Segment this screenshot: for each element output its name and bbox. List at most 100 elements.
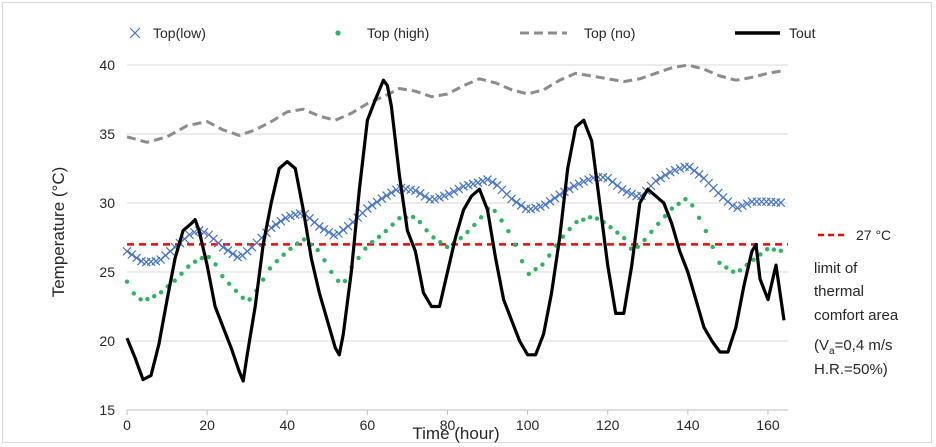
series-top-no: [126, 63, 785, 144]
series-tout: [125, 78, 786, 383]
x-marker: [694, 170, 704, 179]
dot-marker: [533, 267, 538, 272]
legend-symbol: [129, 27, 141, 39]
x-marker: [189, 227, 199, 237]
x-marker: [228, 249, 238, 259]
x-marker: [555, 190, 565, 200]
dot-marker: [247, 297, 252, 302]
dot-marker: [342, 278, 348, 284]
x-marker: [420, 191, 430, 201]
dot-marker: [587, 215, 593, 220]
dot-marker: [560, 234, 566, 239]
dot-marker: [179, 271, 184, 276]
dot-marker: [138, 297, 143, 302]
x-tick-label: 120: [596, 417, 620, 433]
x-marker: [185, 230, 194, 240]
dot-marker: [397, 215, 402, 221]
series-line: [126, 63, 785, 144]
gridlines: [127, 64, 788, 411]
dot-marker: [356, 255, 361, 261]
dot-marker: [730, 269, 736, 274]
dot-marker: [621, 235, 627, 241]
dot-marker: [703, 228, 709, 234]
dot-marker: [438, 239, 443, 245]
dot-marker: [417, 219, 423, 225]
dot-marker: [581, 217, 586, 222]
dot-marker: [683, 196, 688, 202]
x-marker: [391, 185, 401, 195]
x-marker: [478, 176, 488, 186]
dot-marker: [390, 222, 395, 227]
reference-annotation: 27 °C limit of thermal comfort area (Va=…: [814, 227, 899, 378]
x-marker: [545, 196, 555, 206]
dot-marker: [696, 215, 702, 220]
x-tick-label: 160: [756, 417, 780, 433]
x-marker: [266, 223, 276, 233]
comfort-caption-va: (V: [814, 337, 829, 354]
x-tick-label: 40: [279, 417, 295, 433]
legend-item: Top (high): [335, 25, 429, 41]
x-marker: [334, 229, 343, 239]
legend-label: Top (no): [584, 25, 635, 41]
x-marker: [430, 194, 440, 204]
x-marker: [233, 252, 242, 262]
legend-label: Top (high): [367, 25, 429, 41]
x-marker: [329, 230, 339, 240]
comfort-caption-line-5: H.R.=50%): [814, 361, 888, 378]
dot-marker: [295, 241, 300, 246]
dot-marker: [363, 246, 368, 251]
x-marker: [372, 197, 382, 207]
dot-marker: [649, 229, 654, 234]
x-marker: [776, 198, 786, 208]
y-tick-label: 15: [99, 402, 115, 418]
x-axis-title: Time (hour): [412, 424, 499, 443]
dot-marker: [172, 278, 177, 283]
x-tick-label: 0: [123, 417, 131, 433]
dot-marker: [158, 290, 164, 295]
x-marker: [612, 181, 622, 191]
dot-marker: [628, 246, 634, 251]
dot-marker: [383, 228, 388, 234]
legend-item: Top (no): [520, 25, 635, 41]
dot-marker: [240, 295, 245, 301]
dot-marker: [329, 269, 334, 275]
dot-marker: [764, 246, 770, 252]
dot-marker: [656, 221, 661, 226]
dot-marker: [472, 222, 477, 228]
dot-marker: [547, 253, 552, 258]
dot-marker: [724, 265, 729, 270]
x-marker: [622, 187, 632, 197]
x-marker: [386, 188, 396, 198]
x-marker: [569, 181, 579, 191]
dot-marker: [615, 230, 620, 235]
y-axis-title: Temperature (°C): [49, 167, 68, 298]
x-marker: [608, 177, 617, 187]
x-marker: [218, 242, 228, 252]
dot-marker: [226, 281, 232, 286]
x-marker: [271, 220, 281, 229]
dot-marker: [499, 218, 504, 223]
dot-marker: [444, 244, 450, 250]
x-tick-label: 20: [199, 417, 215, 433]
dot-marker: [288, 246, 293, 252]
dot-marker: [376, 234, 382, 239]
x-marker: [362, 204, 372, 213]
x-marker: [670, 165, 680, 175]
x-marker: [603, 173, 613, 183]
dot-marker: [574, 219, 579, 225]
x-marker: [689, 166, 699, 176]
dot-marker: [710, 244, 715, 250]
dot-marker: [778, 248, 783, 253]
dot-marker: [131, 291, 137, 296]
x-marker: [656, 173, 666, 183]
y-tick-label: 30: [99, 195, 115, 211]
dot-marker: [717, 260, 722, 265]
x-marker: [487, 177, 497, 187]
dot-marker: [410, 214, 416, 220]
x-tick-label: 80: [440, 417, 456, 433]
x-marker: [651, 176, 661, 186]
x-marker: [550, 193, 560, 203]
dot-marker: [526, 271, 532, 277]
dot-marker: [267, 266, 273, 271]
